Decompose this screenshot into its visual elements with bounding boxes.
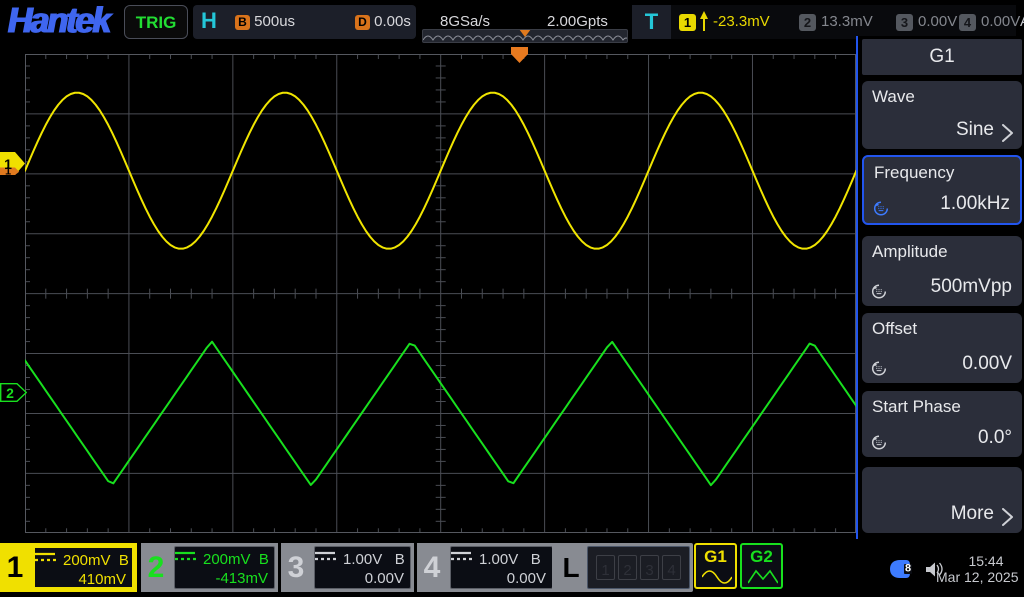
svg-text:2: 2 — [6, 385, 14, 401]
svg-text:8: 8 — [905, 564, 912, 576]
svg-text:1: 1 — [5, 165, 11, 175]
